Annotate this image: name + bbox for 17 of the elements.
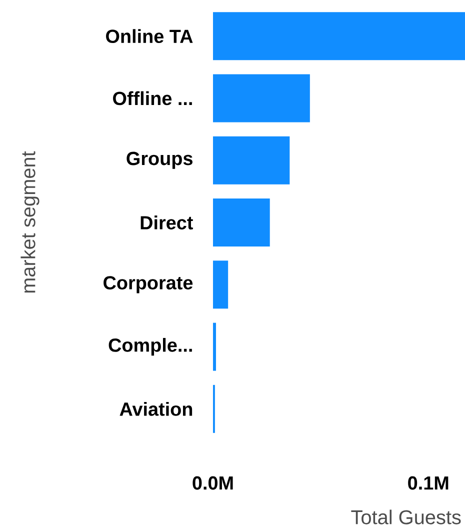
bar bbox=[213, 12, 465, 60]
bar bbox=[213, 136, 290, 184]
bar bbox=[213, 74, 310, 122]
bar bbox=[213, 322, 216, 371]
y-tick-label: Offline ... bbox=[113, 91, 192, 106]
y-tick-label: Aviation bbox=[120, 402, 192, 416]
y-tick-label: Direct bbox=[140, 216, 193, 230]
x-tick-label: 0.0M bbox=[192, 476, 233, 490]
y-axis-title: market segment bbox=[20, 151, 40, 293]
bar bbox=[213, 260, 228, 309]
x-tick-label: 0.1M bbox=[408, 476, 448, 490]
y-tick-label: Online TA bbox=[106, 29, 193, 44]
y-tick-label: Groups bbox=[126, 152, 192, 169]
y-tick-label: Comple... bbox=[108, 338, 192, 356]
y-tick-label: Corporate bbox=[104, 276, 193, 294]
bar bbox=[213, 198, 270, 247]
x-axis-title: Total Guests bbox=[351, 510, 461, 524]
